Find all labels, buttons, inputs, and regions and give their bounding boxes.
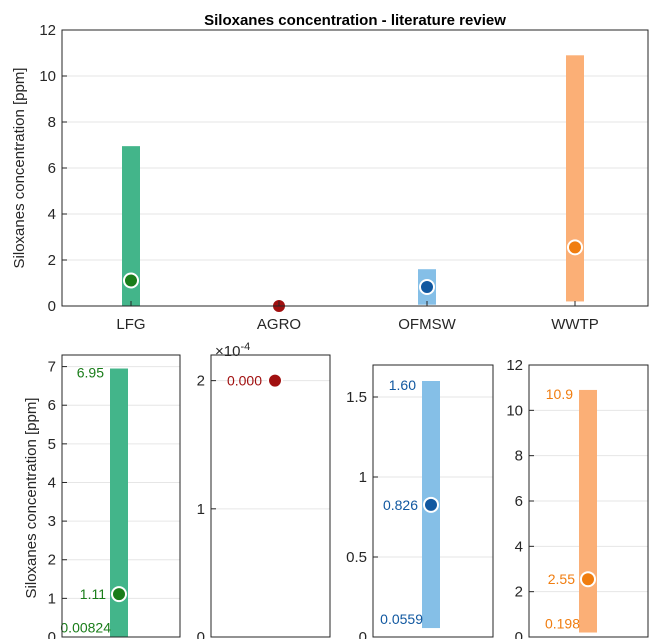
agro-y-tick-label: 2: [197, 373, 205, 390]
lfg-mean-label: 1.11: [80, 586, 106, 602]
main-y-axis-label: Siloxanes concentration [ppm]: [11, 68, 28, 269]
agro-y-tick-label: 0: [197, 629, 205, 639]
mean-marker-lfg: [123, 272, 139, 289]
lfg-mean-marker: [111, 586, 127, 603]
main-y-tick-label: 10: [39, 68, 56, 85]
ofmsw-axes-box: [372, 364, 494, 638]
main-y-tick-label: 2: [48, 252, 56, 269]
agro-mean-marker: [267, 372, 283, 389]
main-y-tick-label: 4: [48, 206, 56, 223]
lfg-y-tick-label: 5: [48, 436, 56, 453]
subplot-lfg: 0 1 2 3 4 5 6 7 6.95 1.11 0.00824: [48, 354, 181, 639]
subplot-agro: ×10-4 0 1 2 0.000: [197, 341, 331, 639]
main-y-tick-label: 8: [48, 114, 56, 131]
wwtp-max-label: 10.9: [546, 386, 573, 402]
ofmsw-mean-label: 0.826: [383, 497, 418, 513]
sub-y-axis-label: Siloxanes concentration [ppm]: [23, 398, 40, 599]
wwtp-y-tick-label: 12: [506, 357, 523, 374]
main-y-tick-label: 12: [39, 22, 56, 39]
wwtp-mean-label: 2.55: [548, 571, 575, 587]
mean-marker-ofmsw: [419, 279, 435, 296]
main-chart: Siloxanes concentration - literature rev…: [11, 12, 649, 333]
main-y-tick-label: 0: [48, 298, 56, 315]
agro-mean-label: 0.000: [227, 373, 262, 389]
lfg-y-tick-label: 0: [48, 629, 56, 639]
mean-marker-wwtp: [567, 239, 583, 256]
main-grid: [62, 29, 648, 307]
x-tick-label-agro: AGRO: [257, 316, 301, 333]
agro-axes-box: [210, 354, 331, 638]
ofmsw-mean-marker: [423, 496, 439, 513]
lfg-y-tick-label: 4: [48, 474, 56, 491]
wwtp-y-tick-label: 0: [515, 629, 523, 639]
ofmsw-max-label: 1.60: [389, 377, 416, 393]
wwtp-y-tick-label: 8: [515, 448, 523, 465]
wwtp-range-bar: [579, 389, 597, 633]
ofmsw-y-tick-label: 1.5: [346, 389, 367, 406]
agro-exponent-base: ×10-4: [215, 341, 250, 360]
main-marks: [122, 55, 584, 314]
lfg-y-tick-label: 2: [48, 552, 56, 569]
wwtp-y-tick-label: 6: [515, 493, 523, 510]
lfg-y-tick-label: 1: [48, 590, 56, 607]
range-bar-lfg: [122, 146, 140, 306]
wwtp-axes-box: [528, 364, 649, 638]
wwtp-y-tick-label: 10: [506, 402, 523, 419]
ofmsw-y-tick-label: 0.5: [346, 549, 367, 566]
x-tick-label-ofmsw: OFMSW: [398, 316, 456, 333]
subplot-ofmsw: 0 0.5 1 1.5 1.60 0.826 0.0559: [346, 364, 494, 639]
wwtp-min-label: 0.198: [545, 616, 580, 632]
main-y-ticks: 0 2 4 6 8 10 12: [39, 22, 67, 315]
agro-y-tick-label: 1: [197, 501, 205, 518]
wwtp-y-tick-label: 2: [515, 584, 523, 601]
lfg-axes-box: [61, 354, 181, 638]
lfg-y-tick-label: 6: [48, 397, 56, 414]
lfg-y-tick-label: 7: [48, 359, 56, 376]
lfg-range-bar: [110, 368, 128, 637]
chart-title: Siloxanes concentration - literature rev…: [204, 12, 506, 29]
main-x-ticks: LFG AGRO OFMSW WWTP: [116, 301, 599, 333]
x-tick-label-wwtp: WWTP: [551, 316, 598, 333]
subplot-wwtp: 0 2 4 6 8 10 12 10.9 2.55 0.198: [506, 357, 649, 639]
lfg-min-label: 0.00824: [60, 620, 111, 636]
ofmsw-min-label: 0.0559: [380, 611, 423, 627]
range-bar-wwtp: [566, 55, 584, 302]
lfg-y-tick-label: 3: [48, 513, 56, 530]
x-tick-label-lfg: LFG: [116, 316, 145, 333]
wwtp-y-tick-label: 4: [515, 538, 523, 555]
wwtp-mean-marker: [580, 571, 596, 588]
lfg-max-label: 6.95: [77, 365, 104, 381]
ofmsw-y-tick-label: 0: [359, 629, 367, 639]
main-y-tick-label: 6: [48, 160, 56, 177]
ofmsw-y-tick-label: 1: [359, 469, 367, 486]
